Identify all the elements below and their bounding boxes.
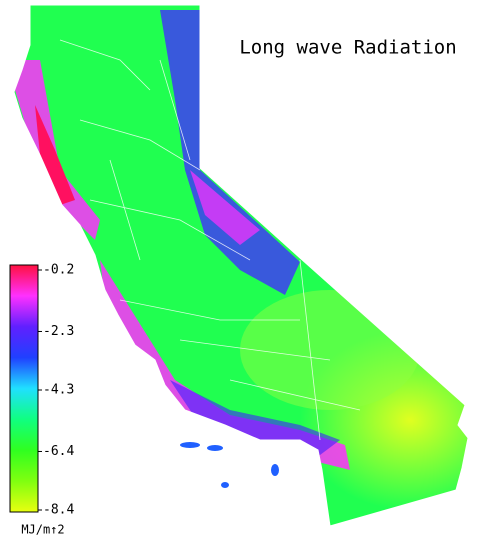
color-legend: -0.2 -2.3 -4.3 -6.4 -8.4 (9, 263, 74, 518)
islands (180, 442, 279, 488)
state-outline (13, 4, 469, 527)
legend-tick-label: -8.4 (43, 503, 74, 518)
legend-unit: MJ/m↑2 (21, 523, 64, 537)
map-title: Long wave Radiation (239, 37, 456, 59)
legend-tick-label: -6.4 (43, 444, 74, 459)
color-bar (9, 264, 39, 513)
legend-tick-label: -0.2 (43, 263, 74, 278)
legend-tick-label: -4.3 (43, 383, 74, 398)
legend-tick-label: -2.3 (43, 324, 74, 339)
